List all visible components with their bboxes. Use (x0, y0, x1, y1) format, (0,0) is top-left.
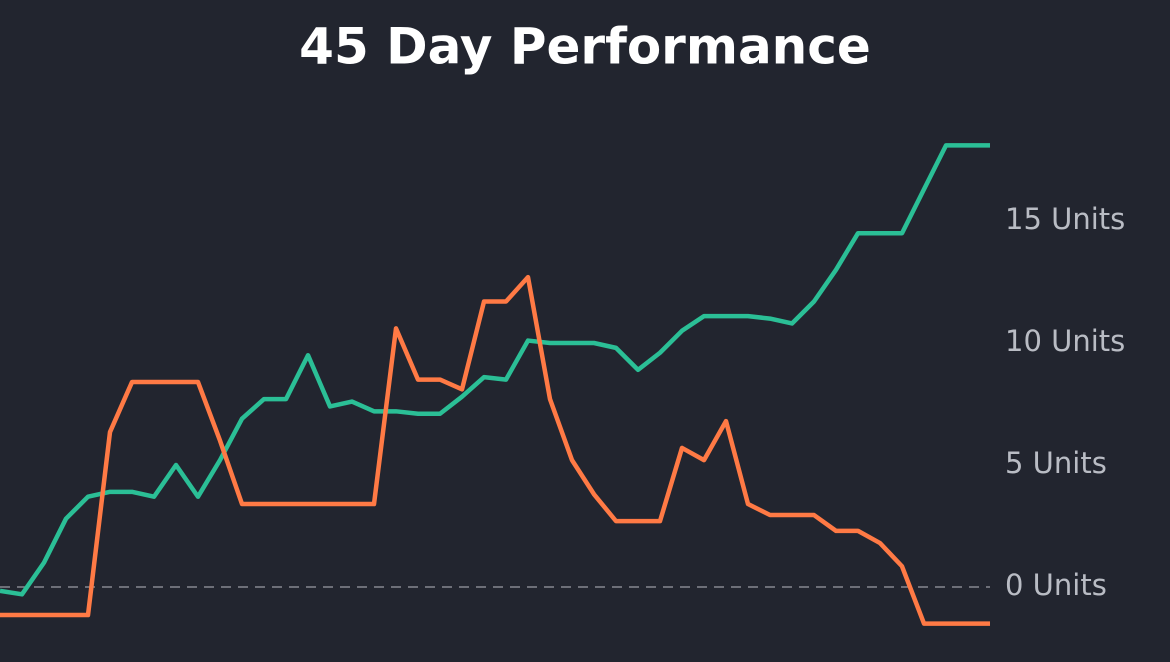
chart-title: 45 Day Performance (299, 18, 871, 76)
y-tick-label: 0 Units (1005, 568, 1107, 602)
line-series (0, 274, 990, 626)
line-series (0, 143, 990, 597)
y-tick-label: 15 Units (1005, 202, 1125, 236)
y-tick-label: 10 Units (1005, 324, 1125, 358)
y-tick-label: 5 Units (1005, 446, 1107, 480)
